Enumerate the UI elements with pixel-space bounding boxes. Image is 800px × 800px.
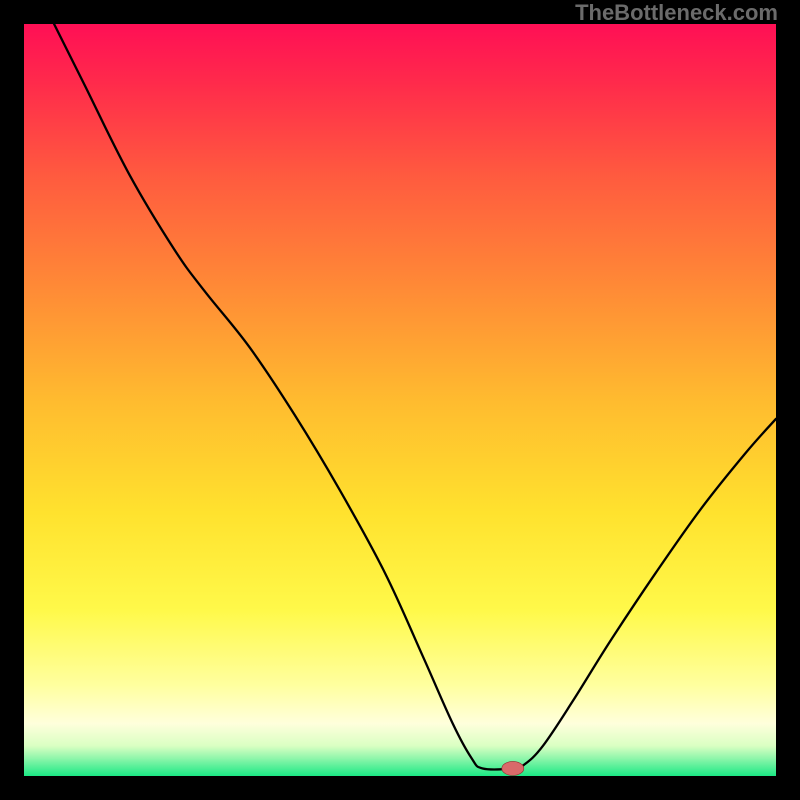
border-right	[776, 0, 800, 800]
gradient-background	[24, 24, 776, 777]
optimal-marker	[502, 761, 524, 775]
bottleneck-chart: TheBottleneck.com	[0, 0, 800, 800]
border-left	[0, 0, 24, 800]
border-bottom	[0, 776, 800, 800]
watermark-text: TheBottleneck.com	[575, 0, 778, 25]
